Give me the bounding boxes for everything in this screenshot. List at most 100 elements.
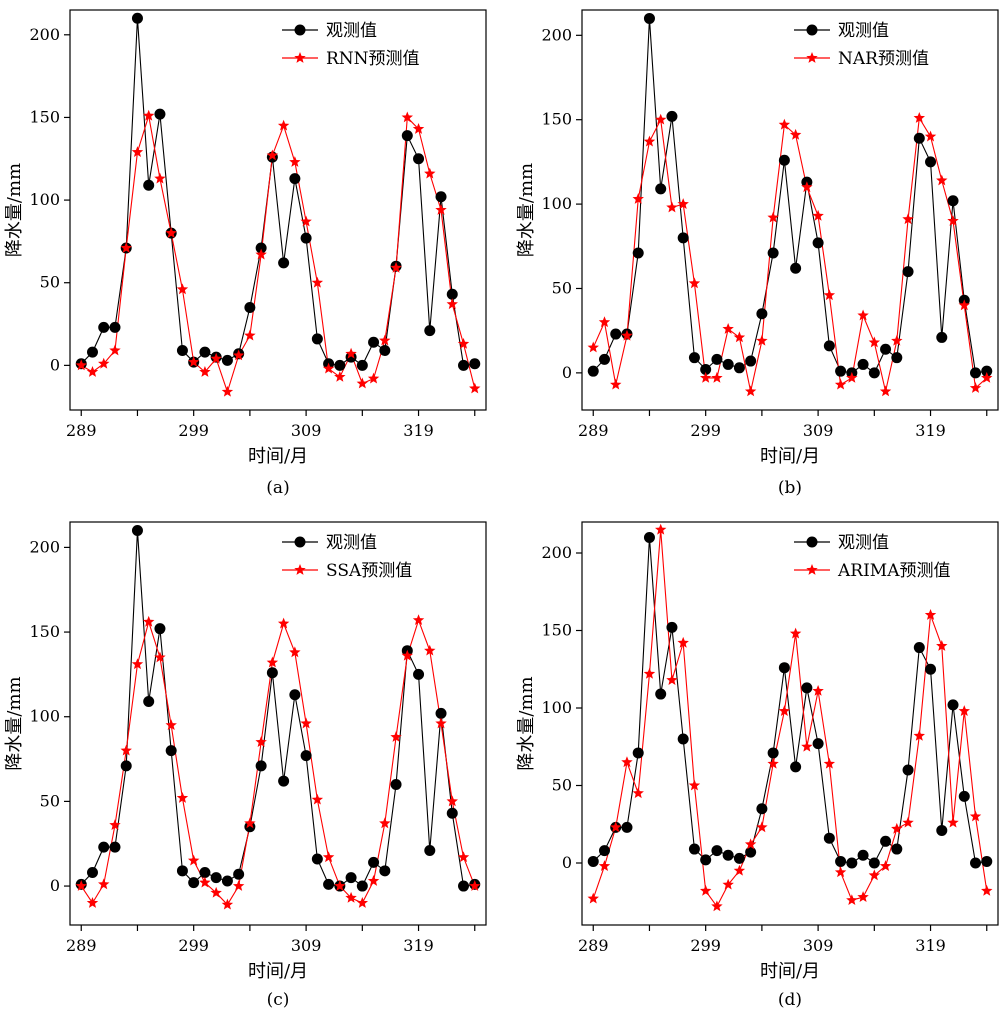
data-point-predicted <box>756 821 768 833</box>
data-point-observed <box>925 156 937 168</box>
data-point-predicted <box>289 646 301 658</box>
x-tick-label: 319 <box>403 936 434 955</box>
legend-marker-star <box>806 564 818 575</box>
data-point-observed <box>278 775 290 787</box>
data-point-observed <box>778 662 790 674</box>
x-tick-label: 299 <box>690 421 721 440</box>
chart-panel-4: 0 50 100 150 200 289 299 309 319 时间/月 降水量/mm (d) 观测值… <box>516 521 999 1010</box>
data-point-predicted <box>277 119 290 131</box>
data-point-observed <box>390 778 402 790</box>
data-point-predicted <box>210 352 222 364</box>
data-point-observed <box>300 750 312 762</box>
data-point-observed <box>936 824 948 836</box>
data-point-observed <box>379 865 391 877</box>
data-point-predicted <box>823 757 836 769</box>
data-point-predicted <box>390 731 402 742</box>
data-point-predicted <box>756 334 768 346</box>
data-point-observed <box>666 621 678 633</box>
data-point-predicted <box>857 891 869 902</box>
data-point-observed <box>835 855 847 867</box>
data-point-predicted <box>311 276 324 288</box>
data-point-observed <box>356 359 368 371</box>
data-point-observed <box>221 875 233 887</box>
data-point-predicted <box>86 896 99 908</box>
data-point-observed <box>199 346 211 358</box>
data-point-observed <box>643 532 655 543</box>
x-axis-label: 时间/月 <box>248 446 308 467</box>
x-axis-label: 时间/月 <box>760 961 820 982</box>
legend-label: NAR预测值 <box>838 49 929 69</box>
x-tick-label: 309 <box>291 936 322 955</box>
data-point-predicted <box>75 359 87 371</box>
data-point-predicted <box>98 357 110 369</box>
data-point-observed <box>311 333 323 345</box>
data-point-predicted <box>143 109 155 121</box>
y-tick-label: 200 <box>29 537 60 556</box>
data-point-observed <box>913 132 925 144</box>
data-point-predicted <box>846 894 858 906</box>
data-point-observed <box>857 358 869 370</box>
series-line-observed <box>80 530 475 887</box>
data-point-observed <box>812 738 824 750</box>
data-point-predicted <box>446 795 458 807</box>
data-point-observed <box>176 344 188 356</box>
data-point-observed <box>812 237 824 249</box>
data-point-observed <box>98 321 110 333</box>
data-point-predicted <box>655 523 667 535</box>
data-point-observed <box>733 852 745 864</box>
data-point-observed <box>970 857 982 869</box>
y-tick-label: 50 <box>40 791 60 810</box>
y-axis-label: 降水量/mm <box>516 163 537 257</box>
data-point-observed <box>210 872 222 884</box>
data-point-predicted <box>469 880 481 891</box>
data-point-observed <box>244 302 256 314</box>
legend-label: 观测值 <box>326 21 377 41</box>
data-point-observed <box>745 355 757 367</box>
data-point-observed <box>733 362 745 374</box>
x-tick-label: 289 <box>66 421 97 440</box>
x-tick-label: 289 <box>578 936 609 955</box>
series-line-observed <box>80 18 475 367</box>
data-point-observed <box>756 308 768 320</box>
data-point-predicted <box>98 878 110 890</box>
data-point-observed <box>131 524 143 536</box>
data-point-observed <box>643 12 655 24</box>
data-point-observed <box>925 663 937 675</box>
legend-marker-star <box>294 564 306 575</box>
data-point-predicted <box>266 656 279 668</box>
data-point-observed <box>677 733 689 745</box>
data-point-predicted <box>232 880 245 891</box>
data-point-predicted <box>131 146 144 157</box>
data-point-predicted <box>868 869 881 881</box>
plot-frame <box>581 521 999 926</box>
data-point-observed <box>677 232 689 244</box>
data-point-predicted <box>109 344 121 356</box>
y-axis-label: 降水量/mm <box>4 676 25 770</box>
chart-panel-1: 0 50 100 150 200 289 299 309 319 时间/月 降水量/mm (a) 观测值… <box>4 9 487 498</box>
data-point-observed <box>587 365 599 377</box>
data-point-observed <box>221 354 233 366</box>
data-point-predicted <box>969 382 982 393</box>
data-point-predicted <box>711 900 723 912</box>
x-tick-label: 289 <box>66 936 97 955</box>
y-tick-label: 200 <box>541 25 572 44</box>
data-point-predicted <box>778 118 791 130</box>
legend-entry-predicted: SSA预测值 <box>282 561 412 581</box>
data-point-observed <box>469 358 481 370</box>
legend-marker-star <box>806 52 818 63</box>
data-point-predicted <box>868 336 881 348</box>
legend-entry-predicted: RNN预测值 <box>282 49 420 69</box>
data-point-observed <box>109 841 121 853</box>
y-axis-label: 降水量/mm <box>516 676 537 770</box>
data-point-observed <box>368 856 380 868</box>
data-point-predicted <box>221 898 234 910</box>
data-point-observed <box>891 352 903 364</box>
data-point-observed <box>323 878 335 890</box>
series-line-observed <box>592 537 987 864</box>
data-point-observed <box>902 266 914 278</box>
data-point-predicted <box>722 322 734 334</box>
data-point-predicted <box>677 198 689 209</box>
data-point-observed <box>981 365 993 377</box>
data-point-predicted <box>857 309 869 321</box>
data-point-predicted <box>924 130 937 142</box>
